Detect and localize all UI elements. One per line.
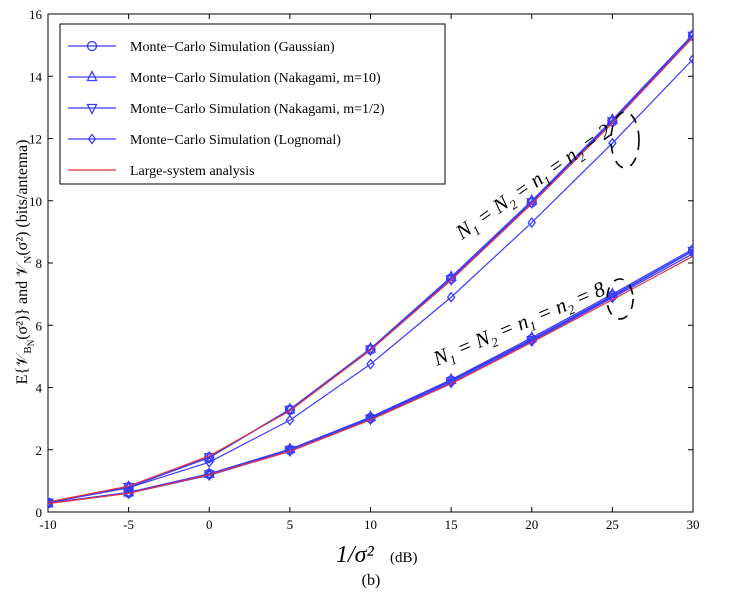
y-tick-label: 4: [36, 381, 43, 396]
data-point: [124, 487, 133, 499]
legend-entry-3: Monte−Carlo Simulation (Lognomal): [68, 133, 341, 148]
y-tick-label: 10: [29, 194, 42, 209]
y-tick-label: 2: [36, 443, 43, 458]
data-point: [687, 245, 693, 256]
y-tick-label: 0: [36, 505, 43, 520]
legend-marker: [86, 70, 98, 82]
legend-entry-1: Monte−Carlo Simulation (Nakagami, m=10): [68, 70, 381, 86]
legend-box: [59, 23, 446, 185]
data-point: [445, 275, 457, 287]
data-point: [527, 335, 537, 347]
data-point: [608, 137, 617, 149]
x-axis-label-unit: (dB): [390, 550, 418, 566]
y-tick-label: 6: [36, 318, 43, 333]
x-tick-label: 25: [606, 517, 619, 532]
series-4: [48, 36, 693, 503]
data-point: [446, 377, 456, 389]
data-point: [284, 442, 296, 454]
x-tick-label: -10: [39, 517, 56, 532]
figure-caption: (b): [362, 572, 381, 589]
data-point: [366, 358, 375, 370]
data-point: [687, 31, 693, 43]
data-point: [445, 273, 457, 284]
x-axis-label: 1/σ² (dB): [336, 542, 418, 568]
x-tick-label: 0: [206, 517, 213, 532]
y-axis-label: E{𝒱BN(σ²)} and 𝒱N(σ²) (bits/antenna): [14, 140, 36, 385]
data-point: [48, 497, 53, 509]
legend-label: Monte−Carlo Simulation (Nakagami, m=1/2): [130, 102, 385, 117]
data-point: [687, 30, 693, 41]
data-point: [364, 345, 377, 357]
x-tick-label: -5: [123, 517, 134, 532]
legend-label: Monte−Carlo Simulation (Lognomal): [130, 133, 341, 148]
x-tick-label: 15: [445, 517, 458, 532]
data-point: [446, 291, 456, 303]
legend-label: Monte−Carlo Simulation (Nakagami, m=10): [130, 71, 381, 86]
legend-marker: [86, 103, 98, 115]
x-tick-label: 30: [687, 517, 700, 532]
data-point: [204, 456, 214, 468]
legend-entry-0: Monte−Carlo Simulation (Gaussian): [68, 40, 335, 55]
data-point: [688, 248, 693, 260]
legend-label: Monte−Carlo Simulation (Gaussian): [130, 40, 335, 55]
series-line: [48, 36, 693, 503]
group-ellipse-lower: [606, 278, 634, 320]
legend-marker: [87, 133, 97, 145]
data-point: [527, 216, 537, 229]
x-tick-label: 20: [525, 517, 538, 532]
data-point: [364, 410, 377, 422]
data-point: [687, 27, 693, 39]
legend: Monte−Carlo Simulation (Gaussian) Monte−C…: [59, 23, 446, 185]
legend-marker: [86, 40, 98, 52]
y-tick-label: 14: [29, 69, 43, 84]
series-line: [48, 58, 693, 504]
y-tick-label: 12: [29, 132, 42, 147]
series-9: [48, 255, 693, 505]
y-tick-label: 8: [36, 256, 43, 271]
data-point: [284, 405, 296, 417]
data-point: [366, 414, 375, 426]
series-3: [48, 53, 693, 509]
x-tick-label: 10: [364, 517, 377, 532]
series-line: [48, 255, 693, 505]
y-tick-label: 16: [29, 7, 43, 22]
x-tick-label: 5: [287, 517, 294, 532]
data-point: [688, 53, 693, 65]
data-point: [526, 198, 538, 210]
legend-entry-2: Monte−Carlo Simulation (Nakagami, m=1/2): [68, 102, 385, 117]
data-point: [203, 453, 215, 465]
legend-label: Large-system analysis: [130, 164, 255, 179]
data-point: [608, 292, 617, 304]
data-point: [285, 414, 295, 426]
data-point: [606, 117, 618, 129]
x-axis-label-main: 1/σ²: [336, 542, 375, 568]
group-ellipse-upper: [610, 111, 640, 169]
legend-entry-4: Large-system analysis: [68, 164, 255, 179]
